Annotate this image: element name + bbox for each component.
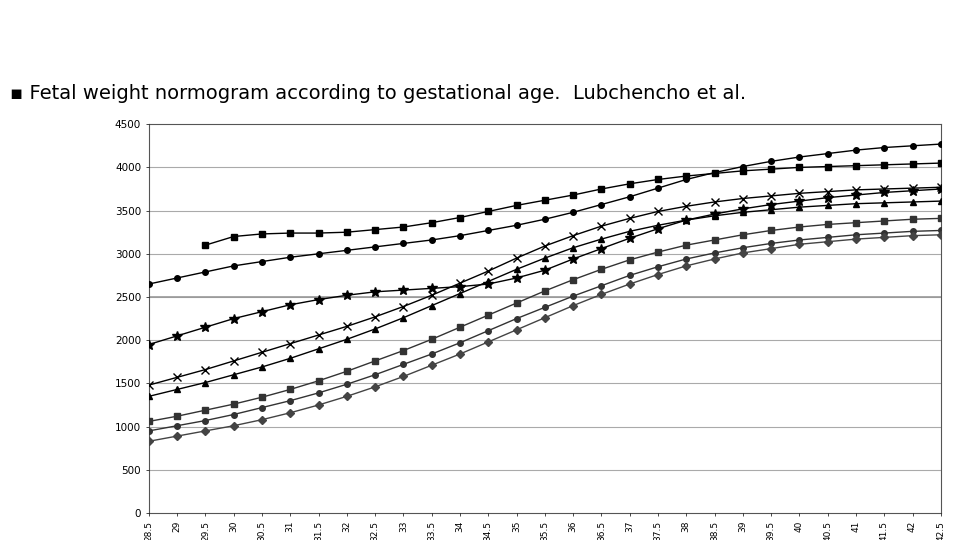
Text: ▪ Fetal weight normogram according to gestational age.  Lubchencho et al.: ▪ Fetal weight normogram according to ge… <box>10 84 746 103</box>
Text: FETAL GROWTH: FETAL GROWTH <box>321 17 639 51</box>
